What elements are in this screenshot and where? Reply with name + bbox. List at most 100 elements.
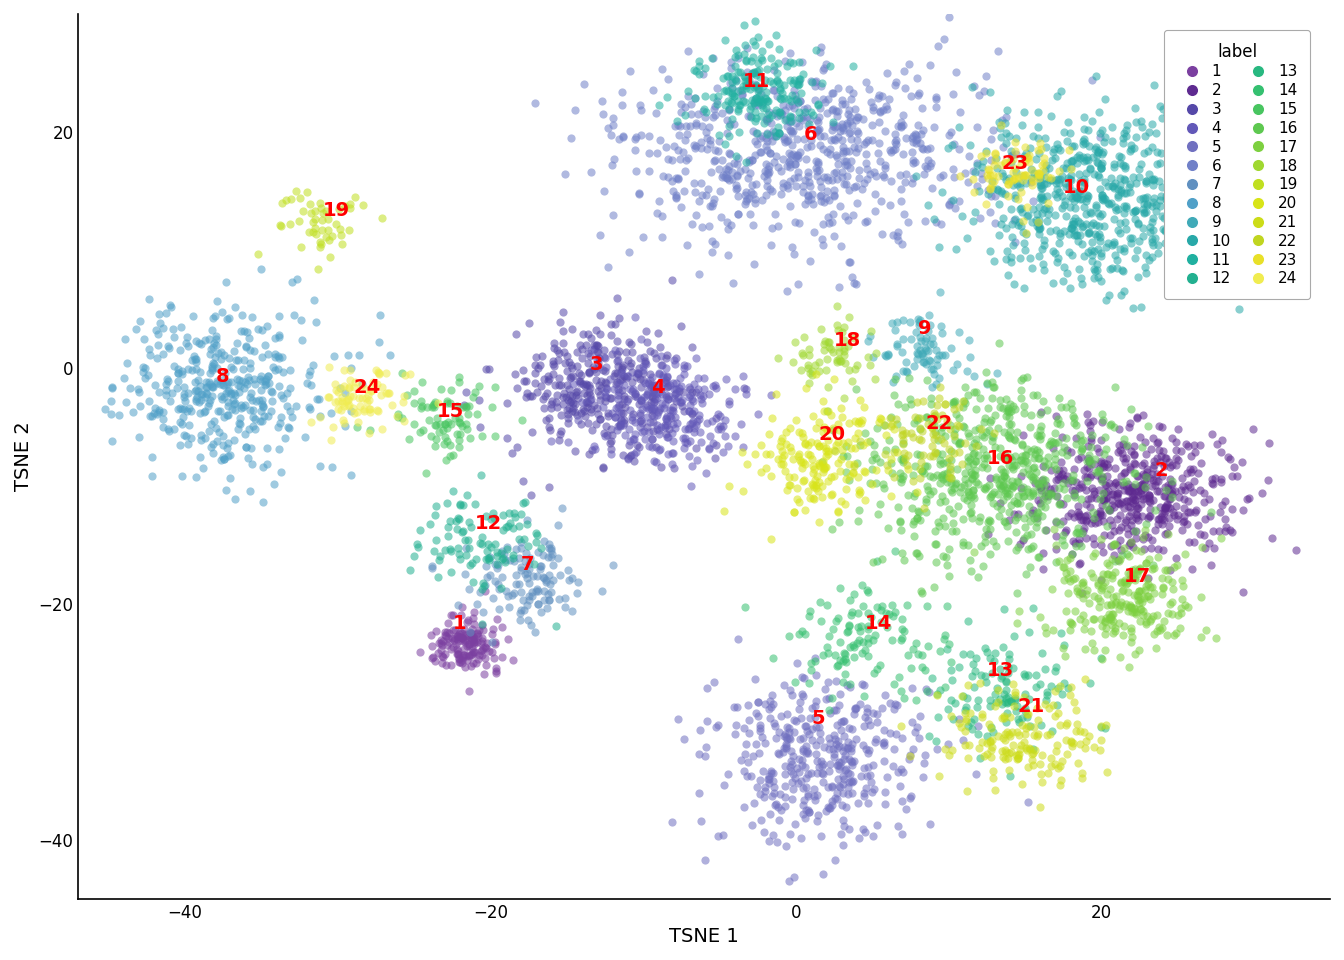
- 3: [610, 413, 632, 428]
- 2: [1215, 524, 1236, 540]
- 17: [1109, 551, 1130, 566]
- 4: [712, 419, 734, 434]
- 5: [759, 806, 781, 822]
- 2: [1138, 501, 1160, 516]
- 16: [957, 425, 978, 441]
- 2: [1189, 438, 1211, 453]
- 17: [1141, 562, 1163, 577]
- 6: [757, 166, 778, 181]
- 7: [538, 537, 559, 552]
- 15: [434, 417, 456, 432]
- 3: [551, 377, 573, 393]
- 16: [1116, 473, 1137, 489]
- 16: [909, 421, 930, 437]
- 4: [642, 408, 664, 423]
- 16: [907, 548, 929, 564]
- 11: [750, 108, 771, 123]
- 9: [923, 366, 945, 381]
- 16: [1071, 433, 1093, 448]
- 1: [472, 634, 493, 649]
- 16: [954, 379, 976, 395]
- 6: [749, 145, 770, 160]
- 22: [843, 459, 864, 474]
- 18: [844, 361, 866, 376]
- 10: [1171, 215, 1192, 230]
- 21: [1056, 716, 1078, 732]
- 2: [1150, 509, 1172, 524]
- 16: [1087, 463, 1109, 478]
- 3: [649, 339, 671, 354]
- 5: [781, 775, 802, 790]
- 17: [1103, 564, 1125, 580]
- 10: [1214, 185, 1235, 201]
- 16: [1098, 502, 1120, 517]
- 5: [820, 735, 841, 751]
- 10: [1075, 217, 1097, 232]
- 8: [220, 374, 242, 390]
- 19: [310, 223, 332, 238]
- 3: [624, 387, 645, 402]
- 14: [835, 646, 856, 661]
- 17: [1136, 556, 1157, 571]
- 10: [1062, 183, 1083, 199]
- 3: [624, 388, 645, 403]
- 20: [848, 482, 870, 497]
- 2: [1030, 482, 1051, 497]
- 16: [892, 452, 914, 468]
- 2: [1099, 527, 1121, 542]
- 5: [804, 781, 825, 797]
- 2: [1110, 468, 1132, 484]
- 7: [505, 541, 527, 557]
- 20: [767, 451, 789, 467]
- 6: [780, 159, 801, 175]
- Text: 9: 9: [918, 320, 931, 338]
- 10: [1056, 170, 1078, 185]
- 16: [976, 424, 997, 440]
- 11: [755, 101, 777, 116]
- 17: [1068, 585, 1090, 600]
- 6: [696, 130, 718, 145]
- 16: [1028, 429, 1050, 444]
- 4: [663, 403, 684, 419]
- 10: [1128, 269, 1149, 284]
- 16: [907, 503, 929, 518]
- 5: [867, 818, 888, 833]
- 10: [1094, 191, 1116, 206]
- 8: [180, 403, 202, 419]
- 11: [728, 64, 750, 80]
- 10: [988, 114, 1009, 130]
- 12: [495, 519, 516, 535]
- 5: [831, 755, 852, 770]
- 16: [923, 418, 945, 433]
- 10: [1067, 156, 1089, 171]
- 7: [476, 559, 497, 574]
- 5: [753, 763, 774, 779]
- 2: [1043, 480, 1064, 495]
- 23: [995, 155, 1016, 170]
- 11: [745, 13, 766, 29]
- 10: [1021, 201, 1043, 216]
- 11: [777, 59, 798, 74]
- 8: [198, 331, 219, 347]
- 1: [474, 639, 496, 655]
- 1: [470, 644, 492, 660]
- 16: [978, 489, 1000, 504]
- 3: [573, 401, 594, 417]
- 10: [952, 208, 973, 224]
- 21: [986, 729, 1008, 744]
- 4: [675, 435, 696, 450]
- 5: [775, 740, 797, 756]
- 8: [202, 310, 223, 325]
- 8: [212, 438, 234, 453]
- 6: [775, 284, 797, 300]
- 3: [538, 420, 559, 435]
- 16: [982, 430, 1004, 445]
- 3: [657, 370, 679, 385]
- 4: [688, 411, 710, 426]
- 10: [1090, 160, 1111, 176]
- 2: [1113, 450, 1134, 466]
- 12: [527, 527, 548, 542]
- 10: [1007, 177, 1028, 192]
- 16: [945, 432, 966, 447]
- 11: [715, 98, 737, 113]
